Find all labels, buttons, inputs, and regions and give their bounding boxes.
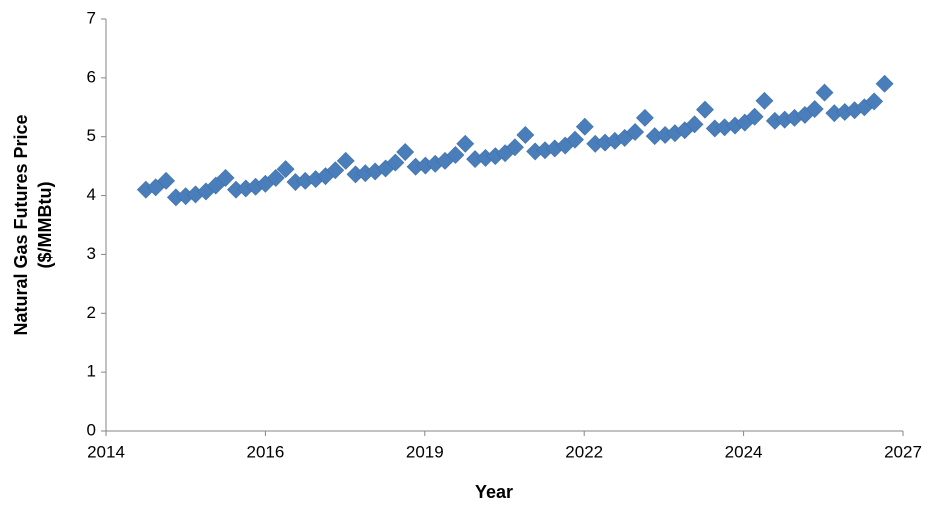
marker bbox=[865, 92, 884, 111]
marker bbox=[216, 168, 235, 187]
marker bbox=[446, 146, 465, 164]
marker bbox=[566, 130, 584, 149]
x-tick-label: 2027 bbox=[884, 442, 922, 461]
y-axis-label: ($/MMBtu) bbox=[35, 182, 55, 269]
marker bbox=[635, 108, 654, 127]
marker bbox=[755, 91, 774, 110]
marker bbox=[815, 83, 834, 102]
marker bbox=[696, 100, 714, 119]
x-tick-label: 2019 bbox=[406, 442, 444, 461]
marker bbox=[396, 143, 415, 161]
marker bbox=[276, 160, 295, 179]
marker bbox=[626, 123, 645, 141]
marker bbox=[505, 138, 524, 157]
marker bbox=[157, 171, 176, 190]
marker bbox=[386, 153, 405, 172]
x-axis-label: Year bbox=[475, 482, 513, 502]
x-tick-label: 2016 bbox=[246, 442, 284, 461]
y-tick-label: 6 bbox=[87, 67, 96, 86]
y-tick-label: 2 bbox=[87, 303, 96, 322]
y-tick-label: 1 bbox=[87, 362, 96, 381]
x-tick-label: 2022 bbox=[565, 442, 603, 461]
marker bbox=[685, 115, 704, 134]
marker bbox=[516, 126, 535, 144]
y-tick-label: 7 bbox=[87, 8, 96, 27]
y-tick-label: 5 bbox=[87, 126, 96, 145]
marker bbox=[805, 100, 824, 118]
marker bbox=[456, 134, 475, 153]
marker bbox=[206, 176, 225, 195]
marker bbox=[336, 151, 355, 170]
y-axis-label: Natural Gas Futures Price bbox=[11, 114, 31, 335]
marker bbox=[745, 107, 764, 126]
marker bbox=[266, 168, 285, 187]
marker bbox=[326, 161, 345, 180]
marker bbox=[875, 74, 894, 93]
y-tick-label: 0 bbox=[87, 420, 96, 439]
y-tick-label: 3 bbox=[87, 244, 96, 263]
x-tick-label: 2024 bbox=[725, 442, 763, 461]
x-tick-label: 2014 bbox=[87, 442, 125, 461]
marker bbox=[575, 117, 594, 136]
y-tick-label: 4 bbox=[87, 185, 96, 204]
